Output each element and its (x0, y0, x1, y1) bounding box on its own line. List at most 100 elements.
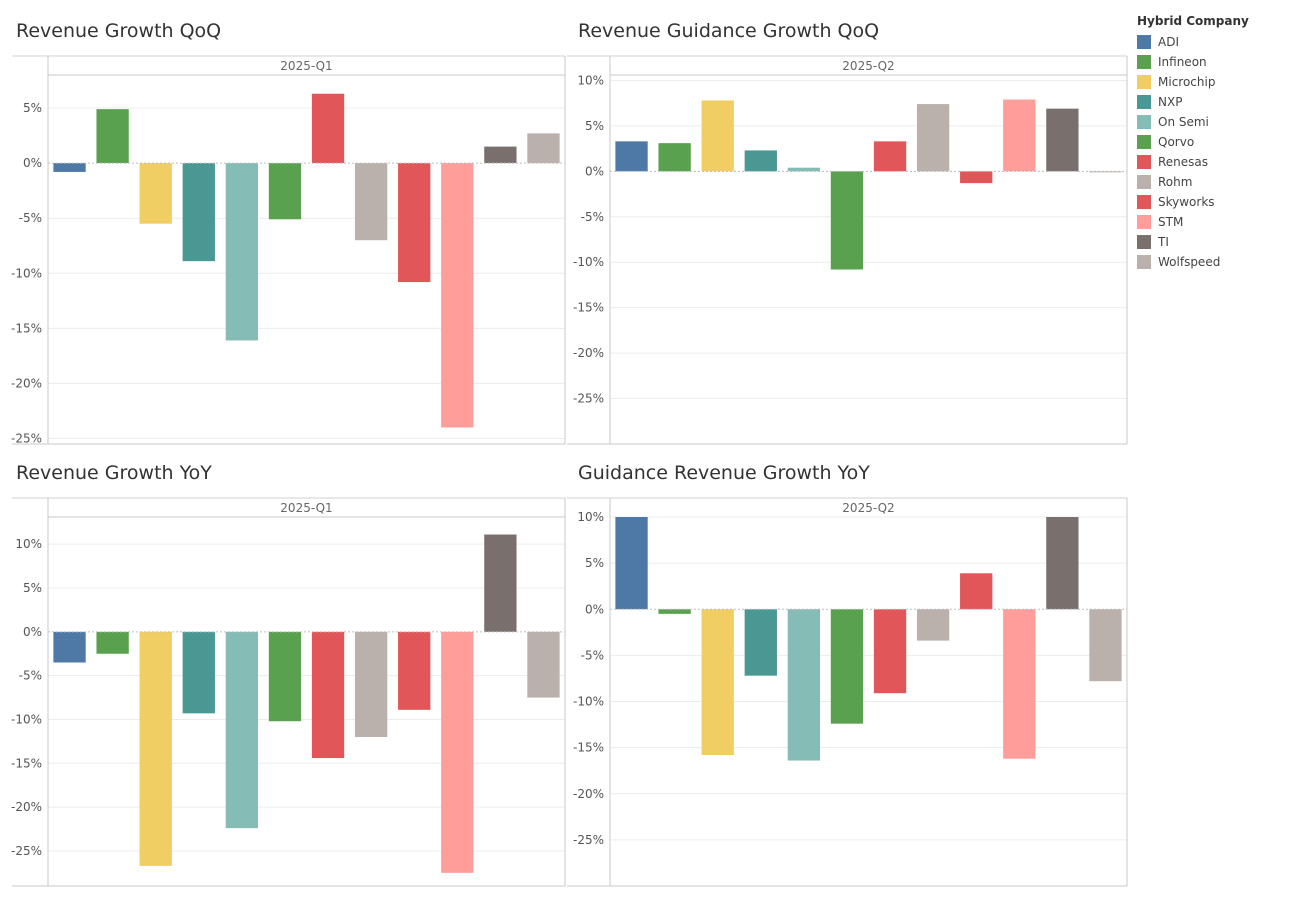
legend-item-adi[interactable]: ADI (1137, 32, 1297, 52)
legend-label: On Semi (1158, 115, 1209, 129)
legend-item-qorvo[interactable]: Qorvo (1137, 132, 1297, 152)
legend-swatch (1137, 235, 1151, 249)
legend-item-rohm[interactable]: Rohm (1137, 172, 1297, 192)
bar-qorvo[interactable] (830, 171, 864, 270)
y-tick-label: -5% (581, 210, 604, 224)
legend-label: Skyworks (1158, 195, 1215, 209)
y-tick-label: -5% (581, 648, 604, 662)
bar-nxp[interactable] (182, 631, 215, 714)
bar-ti[interactable] (484, 146, 517, 164)
bar-ti[interactable] (484, 534, 517, 632)
y-tick-label: -10% (11, 266, 42, 280)
bar-renesas[interactable] (311, 93, 345, 164)
bar-on-semi[interactable] (225, 631, 259, 829)
bar-adi[interactable] (615, 517, 648, 610)
bar-skyworks[interactable] (960, 573, 993, 610)
chart-panel-1: 2025-Q2 10% 5% 0% -5% -10% -15% -20% -25% (567, 55, 1128, 445)
bar-wolfspeed[interactable] (1089, 171, 1122, 173)
legend-item-on-semi[interactable]: On Semi (1137, 112, 1297, 132)
legend-item-microchip[interactable]: Microchip (1137, 72, 1297, 92)
legend-swatch (1137, 95, 1151, 109)
column-header: 2025-Q2 (842, 59, 894, 73)
bar-infineon[interactable] (658, 609, 691, 614)
legend-label: Rohm (1158, 175, 1193, 189)
chart-title-revenue-growth-qoq: Revenue Growth QoQ (16, 20, 222, 42)
bar-renesas[interactable] (311, 631, 345, 759)
bar-nxp[interactable] (744, 150, 777, 172)
legend-label: ADI (1158, 35, 1179, 49)
bar-qorvo[interactable] (268, 163, 302, 220)
bar-wolfspeed[interactable] (527, 133, 560, 164)
bar-adi[interactable] (53, 631, 86, 663)
legend-item-wolfspeed[interactable]: Wolfspeed (1137, 252, 1297, 272)
bar-on-semi[interactable] (787, 609, 821, 761)
bar-rohm[interactable] (916, 104, 950, 172)
legend-swatch (1137, 175, 1151, 189)
y-tick-label: -15% (573, 301, 604, 315)
legend-item-stm[interactable]: STM (1137, 212, 1297, 232)
bar-ti[interactable] (1046, 108, 1079, 172)
legend-item-infineon[interactable]: Infineon (1137, 52, 1297, 72)
legend-label: Wolfspeed (1158, 255, 1221, 269)
legend-label: NXP (1158, 95, 1183, 109)
bar-infineon[interactable] (96, 109, 129, 164)
bar-qorvo[interactable] (830, 609, 864, 724)
chart-panel-3: 2025-Q2 10% 5% 0% -5% -10% -15% -20% -25% (567, 497, 1128, 887)
y-tick-label: -15% (573, 741, 604, 755)
bar-microchip[interactable] (701, 609, 734, 756)
legend-label: Renesas (1158, 155, 1209, 169)
y-tick-label: 0% (585, 164, 604, 178)
bar-microchip[interactable] (139, 631, 172, 866)
legend-swatch (1137, 195, 1151, 209)
bar-stm[interactable] (441, 631, 474, 873)
legend-item-ti[interactable]: TI (1137, 232, 1297, 252)
legend-item-renesas[interactable]: Renesas (1137, 152, 1297, 172)
bar-ti[interactable] (1046, 517, 1079, 610)
y-tick-label: -10% (11, 712, 42, 726)
bar-on-semi[interactable] (787, 167, 821, 172)
bar-microchip[interactable] (139, 163, 172, 224)
legend-item-nxp[interactable]: NXP (1137, 92, 1297, 112)
legend-swatch (1137, 155, 1151, 169)
chart-panel-2: 2025-Q1 10% 5% 0% -5% -10% -15% -20% -25% (11, 497, 566, 887)
bar-skyworks[interactable] (960, 171, 993, 184)
bar-infineon[interactable] (658, 143, 691, 172)
y-tick-label: 5% (23, 101, 42, 115)
bar-qorvo[interactable] (268, 631, 302, 722)
y-tick-label: -20% (11, 376, 42, 390)
bar-on-semi[interactable] (225, 163, 259, 341)
legend-item-skyworks[interactable]: Skyworks (1137, 192, 1297, 212)
bar-rohm[interactable] (916, 609, 950, 641)
bar-skyworks[interactable] (398, 631, 431, 710)
bar-wolfspeed[interactable] (527, 631, 560, 698)
bar-stm[interactable] (441, 163, 474, 428)
column-header: 2025-Q1 (280, 501, 332, 515)
y-tick-label: 10% (577, 73, 604, 87)
legend-swatch (1137, 115, 1151, 129)
bar-nxp[interactable] (182, 163, 215, 262)
bar-nxp[interactable] (744, 609, 777, 676)
y-tick-label: -25% (573, 833, 604, 847)
bar-rohm[interactable] (354, 631, 388, 737)
bar-rohm[interactable] (354, 163, 388, 241)
y-tick-label: -10% (573, 695, 604, 709)
legend-label: STM (1158, 215, 1184, 229)
bar-renesas[interactable] (873, 141, 907, 172)
y-tick-label: -25% (573, 392, 604, 406)
y-tick-label: -20% (573, 787, 604, 801)
bar-skyworks[interactable] (398, 163, 431, 283)
bar-adi[interactable] (615, 141, 648, 172)
y-tick-label: 10% (15, 537, 42, 551)
y-tick-label: 5% (585, 556, 604, 570)
bar-adi[interactable] (53, 163, 86, 172)
bar-infineon[interactable] (96, 631, 129, 654)
bar-wolfspeed[interactable] (1089, 609, 1122, 682)
legend: Hybrid Company ADI Infineon Microchip NXP On… (1137, 14, 1297, 272)
y-tick-label: 0% (585, 602, 604, 616)
y-tick-label: -25% (11, 431, 42, 445)
bar-microchip[interactable] (701, 100, 734, 172)
bar-stm[interactable] (1003, 99, 1036, 172)
bar-stm[interactable] (1003, 609, 1036, 759)
bar-renesas[interactable] (873, 609, 907, 694)
